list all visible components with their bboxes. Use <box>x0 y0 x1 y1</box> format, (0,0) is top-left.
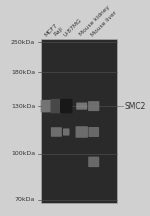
Bar <box>41 40 117 203</box>
Text: U-87MG: U-87MG <box>63 17 83 37</box>
FancyBboxPatch shape <box>41 100 54 112</box>
Text: 180kDa: 180kDa <box>11 70 35 75</box>
FancyBboxPatch shape <box>51 127 62 137</box>
FancyBboxPatch shape <box>51 99 62 113</box>
FancyBboxPatch shape <box>88 157 99 167</box>
FancyBboxPatch shape <box>76 103 87 110</box>
Text: 250kDa: 250kDa <box>11 40 35 45</box>
FancyBboxPatch shape <box>76 126 88 138</box>
FancyBboxPatch shape <box>88 101 99 111</box>
Text: 70kDa: 70kDa <box>15 197 35 202</box>
Text: Mouse kidney: Mouse kidney <box>78 5 111 37</box>
Text: MCF7: MCF7 <box>44 22 59 37</box>
Text: 130kDa: 130kDa <box>11 104 35 109</box>
FancyBboxPatch shape <box>63 128 69 136</box>
Text: Mouse liver: Mouse liver <box>90 10 118 37</box>
Text: SMC2: SMC2 <box>124 102 145 111</box>
Text: Raji: Raji <box>53 26 64 37</box>
Text: 100kDa: 100kDa <box>11 151 35 156</box>
FancyBboxPatch shape <box>60 99 72 113</box>
FancyBboxPatch shape <box>88 127 99 137</box>
